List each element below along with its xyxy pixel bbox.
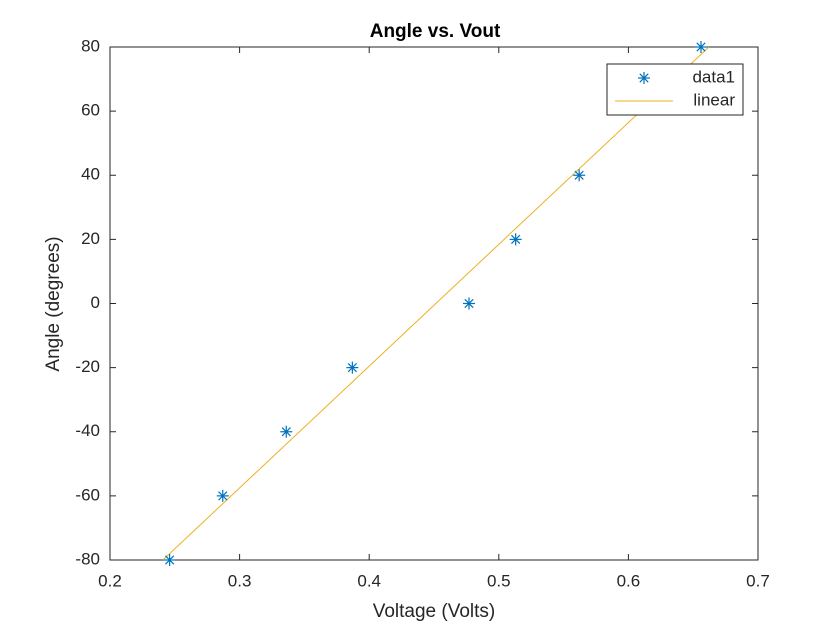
data-point (509, 233, 522, 246)
x-tick-label: 0.2 (98, 571, 122, 590)
plot-layer (162, 47, 710, 560)
y-axis-label: Angle (degrees) (43, 236, 64, 371)
marker-stroke (464, 298, 474, 309)
y-tick-label: -60 (75, 485, 100, 504)
data-point (280, 425, 293, 438)
marker-stroke (639, 73, 649, 83)
data-point (694, 41, 707, 53)
data-point (573, 169, 586, 182)
marker-stroke (164, 555, 175, 565)
y-tick-label: -20 (75, 357, 100, 376)
marker-stroke (696, 42, 706, 52)
x-tick-label: 0.4 (357, 571, 381, 590)
x-axis-label: Voltage (Volts) (373, 601, 496, 622)
x-tick-label: 0.5 (487, 571, 511, 590)
chart-title: Angle vs. Vout (370, 21, 501, 42)
legend-box (606, 63, 744, 116)
y-tick-label: -40 (75, 421, 100, 440)
marker-stroke (574, 170, 584, 180)
fit-line (162, 47, 710, 560)
data-point (346, 361, 359, 374)
legend-label: linear (693, 90, 735, 109)
marker-stroke (218, 491, 228, 501)
legend-label: data1 (692, 67, 735, 86)
x-tick-label: 0.3 (228, 571, 252, 590)
y-tick-label: -80 (75, 549, 100, 568)
y-tick-label: 40 (81, 165, 100, 184)
data-point (216, 489, 229, 502)
marker-stroke (511, 234, 521, 244)
marker-stroke (281, 427, 291, 437)
plot-area (109, 46, 759, 561)
x-tick-label: 0.7 (746, 571, 770, 590)
data-point (638, 72, 650, 84)
marker-stroke (347, 363, 357, 373)
x-tick-label: 0.6 (617, 571, 641, 590)
y-tick-label: 60 (81, 101, 100, 120)
data-point (462, 297, 475, 310)
data-point (163, 554, 176, 566)
y-tick-label: 80 (81, 36, 100, 55)
y-tick-label: 0 (91, 293, 100, 312)
y-tick-label: 20 (81, 229, 100, 248)
